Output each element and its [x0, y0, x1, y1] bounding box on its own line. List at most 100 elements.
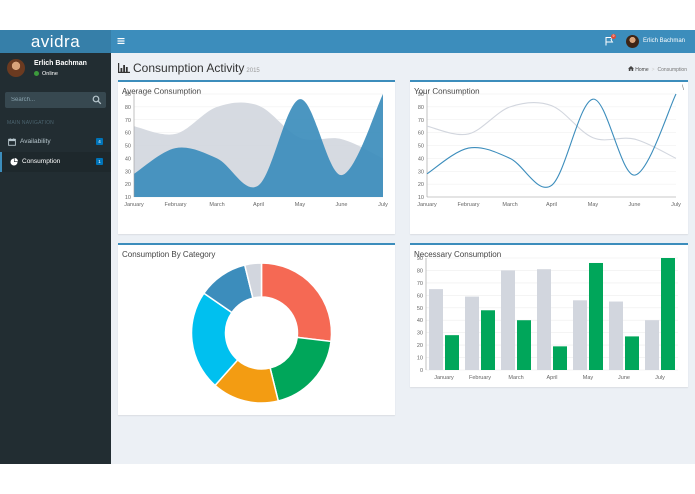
x-tick-label: May	[583, 375, 594, 381]
x-tick-label: January	[417, 202, 437, 208]
online-dot-icon	[34, 71, 39, 77]
y-tick-label: 90	[125, 92, 131, 98]
menu-toggle-icon[interactable]	[117, 37, 125, 45]
average-consumption-chart: 10 20 30 40 50 60 70 80 90 January February March Ap…	[124, 92, 388, 208]
bar-series-2	[517, 320, 531, 370]
notification-badge: 9	[611, 34, 616, 39]
x-tick-label: March	[508, 375, 523, 381]
page-title-text: Consumption Activity	[133, 61, 245, 75]
bar-series-1	[573, 300, 587, 370]
y-tick-label: 10	[125, 195, 131, 201]
bar-series-1	[465, 296, 479, 370]
sidebar-item-consumption[interactable]: Consumption 1	[0, 152, 111, 172]
y-tick-label: 10	[418, 195, 424, 201]
bar-series-2	[661, 258, 675, 370]
bar-series-1	[429, 289, 443, 370]
area-series-2	[134, 94, 383, 197]
bar-series-2	[589, 262, 603, 370]
sidebar: avidra Erlich Bachman Online MAIN NAVIGA…	[0, 30, 111, 464]
necessary-consumption-box: Necessary Consumption 0 10 20 30 40 50 60 70 80 9…	[410, 243, 688, 387]
user-status: Online	[34, 71, 58, 77]
page-title: Consumption Activity 2015	[118, 61, 260, 75]
donut-slice-2	[269, 336, 332, 402]
x-tick-label: February	[164, 202, 186, 208]
y-tick-label: 40	[418, 156, 424, 162]
y-tick-label: 70	[418, 118, 424, 124]
bar-series-1	[609, 301, 623, 370]
home-icon	[627, 66, 634, 71]
average-consumption-box: Average Consumption 10 20 30 40 50 60 70 80 90 Ja…	[118, 80, 395, 234]
calendar-icon	[8, 138, 16, 146]
y-tick-label: 60	[418, 131, 424, 137]
y-tick-label: 90	[417, 256, 423, 262]
x-tick-label: June	[629, 202, 641, 208]
breadcrumb-separator: >	[651, 67, 655, 73]
sidebar-item-availability[interactable]: Availability 4	[0, 132, 111, 152]
top-navbar: 9 Erlich Bachman	[111, 30, 695, 53]
bar-series-2	[445, 335, 459, 370]
x-tick-label: April	[546, 202, 557, 208]
user-name: Erlich Bachman	[34, 60, 87, 67]
box-title: Consumption By Category	[122, 250, 216, 259]
y-tick-label: 90	[418, 92, 424, 98]
y-tick-label: 70	[125, 118, 131, 124]
y-tick-label: 80	[417, 268, 423, 274]
y-tick-label: 80	[418, 105, 424, 111]
nav-header: MAIN NAVIGATION	[7, 120, 54, 126]
user-panel: Erlich Bachman Online	[0, 53, 111, 93]
y-tick-label: 50	[417, 306, 423, 312]
breadcrumb-home[interactable]: Home	[635, 67, 649, 73]
consumption-by-category-box: Consumption By Category	[118, 243, 395, 415]
x-tick-label: January	[434, 375, 454, 381]
bar-series-1	[645, 320, 659, 370]
y-tick-label: 70	[417, 281, 423, 287]
line-series-2	[426, 93, 677, 188]
bar-series-1	[501, 270, 515, 370]
search-icon[interactable]	[92, 95, 102, 105]
user-avatar	[7, 59, 25, 77]
top-user-avatar[interactable]	[626, 35, 639, 48]
donut-slice-1	[260, 262, 333, 343]
x-tick-label: June	[618, 375, 630, 381]
your-consumption-box: Your Consumption \ 10 20 30 40 50 60 70 80 90 Jan…	[410, 80, 688, 234]
x-tick-label: January	[124, 202, 144, 208]
page-subtitle: 2015	[246, 68, 260, 74]
y-tick-label: 40	[417, 318, 423, 324]
top-user-name[interactable]: Erlich Bachman	[643, 38, 686, 44]
x-tick-label: May	[588, 202, 599, 208]
brand-logo[interactable]: avidra	[0, 30, 111, 53]
y-tick-label: 50	[125, 144, 131, 150]
bar-series-2	[553, 346, 567, 370]
x-tick-label: July	[671, 202, 681, 208]
consumption-by-category-chart	[190, 262, 333, 404]
x-tick-label: February	[469, 375, 491, 381]
y-tick-label: 50	[418, 144, 424, 150]
app-shell: avidra Erlich Bachman Online MAIN NAVIGA…	[0, 30, 695, 464]
box-title: Average Consumption	[122, 87, 202, 96]
search-input[interactable]	[5, 92, 89, 108]
y-tick-label: 20	[417, 343, 423, 349]
y-tick-label: 80	[125, 105, 131, 111]
box-title: Your Consumption	[414, 87, 480, 96]
line-series-1	[426, 101, 677, 159]
x-tick-label: March	[502, 202, 517, 208]
flag-icon[interactable]	[604, 36, 614, 46]
sidebar-item-label: Availability	[20, 138, 51, 145]
box-title: Necessary Consumption	[414, 250, 502, 259]
bar-series-1	[537, 269, 551, 370]
y-tick-label: 30	[417, 331, 423, 337]
breadcrumb: Home > Consumption	[627, 66, 687, 73]
x-tick-label: July	[378, 202, 388, 208]
x-tick-label: June	[336, 202, 348, 208]
bar-series-2	[625, 336, 639, 370]
sidebar-item-label: Consumption	[22, 158, 61, 165]
y-tick-label: 60	[125, 131, 131, 137]
pie-chart-icon	[10, 158, 18, 166]
y-tick-label: 30	[418, 169, 424, 175]
sidebar-item-badge: 1	[96, 158, 103, 165]
box-tool[interactable]: \	[682, 85, 684, 92]
donut-slice-6	[243, 262, 263, 299]
y-tick-label: 20	[125, 182, 131, 188]
x-tick-label: March	[209, 202, 224, 208]
breadcrumb-current: Consumption	[657, 67, 687, 73]
